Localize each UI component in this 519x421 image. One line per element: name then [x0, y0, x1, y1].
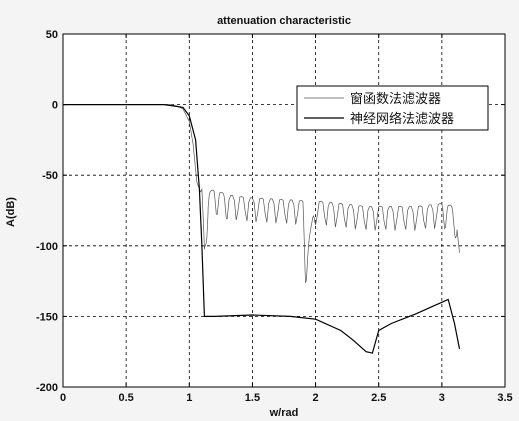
neural-filter-line	[63, 104, 461, 354]
x-tick-label: 0.5	[118, 392, 133, 404]
y-tick-label: -100	[36, 241, 58, 253]
y-axis-label: A(dB)	[5, 197, 17, 227]
y-tick-label: 0	[52, 100, 58, 112]
legend-label-neural: 神经网络法滤波器	[350, 111, 454, 127]
x-tick-label: 2.5	[371, 392, 386, 404]
y-tick-label: 50	[46, 29, 58, 41]
x-axis-label: w/rad	[269, 407, 299, 419]
x-tick-label: 3.5	[497, 392, 512, 404]
y-tick-label: -200	[36, 382, 58, 394]
axis-ticks: 0 0.5 1 1.5 2 2.5 3 3.5 50 0 -50 -100 -150 -200	[36, 29, 513, 404]
x-tick-label: 3	[439, 392, 445, 404]
x-tick-label: 1.5	[245, 392, 260, 404]
legend: 窗函数法滤波器 神经网络法滤波器	[296, 85, 489, 131]
legend-box	[296, 85, 489, 131]
grid-lines	[63, 34, 505, 387]
x-tick-label: 2	[313, 392, 319, 404]
y-tick-label: -150	[36, 311, 58, 323]
series-lines	[63, 104, 461, 354]
x-tick-label: 0	[60, 392, 66, 404]
x-tick-label: 1	[186, 392, 192, 404]
legend-label-window: 窗函数法滤波器	[350, 91, 441, 107]
window-filter-line	[63, 104, 460, 283]
y-tick-label: -50	[42, 170, 58, 182]
chart-title: attenuation characteristic	[217, 15, 351, 27]
